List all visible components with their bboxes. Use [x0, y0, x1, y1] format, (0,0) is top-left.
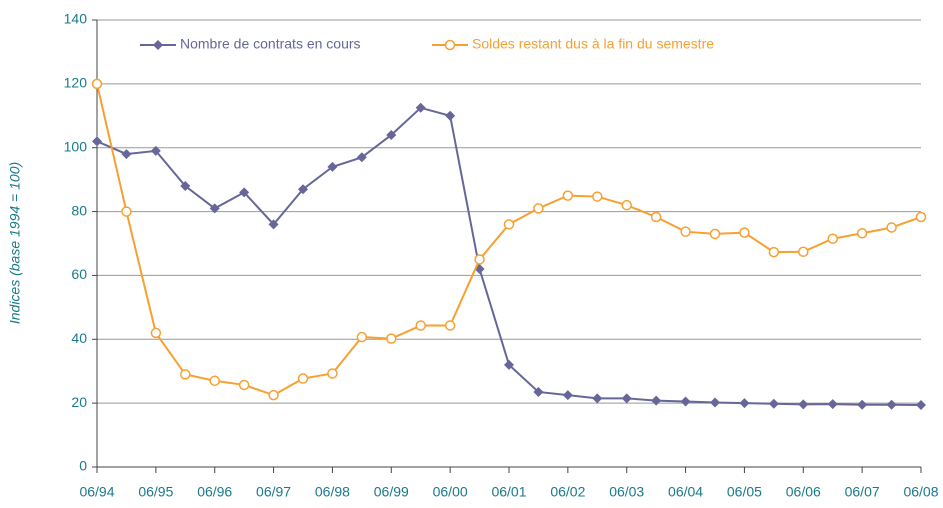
point [562, 190, 574, 201]
point [709, 228, 721, 240]
x-tick-label: 06/94 [79, 484, 114, 500]
point [650, 211, 662, 223]
series-line [96, 83, 922, 397]
point [327, 368, 338, 379]
x-tick-label: 06/08 [903, 484, 938, 500]
point [710, 397, 720, 408]
point [680, 226, 691, 237]
point [474, 254, 485, 265]
y-tick-label: 60 [71, 266, 87, 282]
point [533, 203, 544, 214]
x-tick-label: 06/04 [668, 484, 703, 500]
x-tick-label: 06/06 [786, 484, 821, 500]
y-axis-label: Indices (base 1994 = 100) [7, 162, 23, 324]
x-tick-label: 06/96 [197, 484, 232, 500]
x-tick-label: 06/01 [491, 484, 526, 500]
point [180, 369, 191, 380]
point [916, 400, 926, 411]
point [356, 331, 368, 343]
point [680, 396, 691, 407]
point [856, 228, 868, 239]
y-tick-label: 120 [64, 75, 88, 91]
point [444, 320, 456, 331]
x-tick-label: 06/00 [433, 484, 468, 500]
point [445, 110, 456, 121]
x-tick-label: 06/95 [138, 484, 173, 500]
x-tick-label: 06/05 [727, 484, 762, 500]
point [739, 398, 750, 409]
point [533, 386, 544, 397]
point [121, 149, 132, 160]
y-tick-label: 20 [71, 394, 87, 410]
point [297, 373, 309, 384]
point [150, 145, 161, 156]
legend-label: Nombre de contrats en cours [180, 36, 361, 52]
point [180, 181, 191, 192]
point [504, 359, 514, 370]
point [415, 102, 426, 113]
point [327, 161, 338, 172]
point [356, 152, 367, 163]
point [298, 184, 308, 195]
point [91, 78, 103, 90]
point [268, 219, 279, 230]
point [592, 393, 603, 404]
point [503, 219, 515, 230]
point [239, 187, 250, 198]
point [827, 399, 838, 410]
point [621, 199, 632, 211]
point [886, 222, 897, 233]
point [238, 379, 250, 391]
point [798, 246, 809, 258]
y-tick-label: 0 [79, 458, 87, 474]
point [827, 233, 838, 244]
point [768, 398, 779, 409]
point [562, 390, 573, 401]
y-tick-label: 80 [71, 202, 87, 218]
point [268, 389, 279, 401]
point [768, 246, 780, 258]
point [150, 327, 162, 339]
x-tick-label: 06/97 [256, 484, 291, 500]
point [209, 203, 220, 214]
point [798, 399, 809, 410]
legend-marker [153, 40, 163, 50]
point [386, 129, 397, 140]
point [92, 136, 102, 147]
point [621, 393, 632, 404]
x-tick-label: 06/98 [315, 484, 350, 500]
y-tick-label: 140 [64, 11, 88, 27]
legend-label: Soldes restant dus à la fin du semestre [472, 36, 714, 52]
point [415, 320, 426, 331]
x-tick-label: 06/99 [374, 484, 409, 500]
legend-marker [444, 39, 456, 51]
point [915, 211, 927, 223]
x-tick-label: 06/02 [550, 484, 585, 500]
point [857, 399, 868, 410]
point [209, 375, 220, 387]
point [651, 395, 662, 406]
point [386, 333, 397, 344]
point [739, 227, 750, 238]
y-tick-label: 40 [71, 330, 87, 346]
point [592, 191, 603, 202]
point [121, 206, 132, 217]
y-tick-label: 100 [64, 138, 88, 154]
point [886, 399, 897, 410]
x-tick-label: 06/03 [609, 484, 644, 500]
x-tick-label: 06/07 [845, 484, 880, 500]
